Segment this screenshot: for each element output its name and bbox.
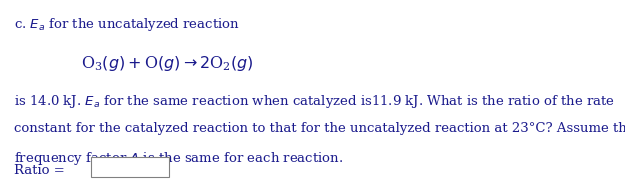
Text: Ratio =: Ratio = [14,164,64,177]
Text: c. $\mathit{E}_\mathit{a}$ for the uncatalyzed reaction: c. $\mathit{E}_\mathit{a}$ for the uncat… [14,16,239,33]
Text: constant for the catalyzed reaction to that for the uncatalyzed reaction at 23°C: constant for the catalyzed reaction to t… [14,122,625,135]
Text: frequency factor $\mathit{A}$ is the same for each reaction.: frequency factor $\mathit{A}$ is the sam… [14,150,343,167]
FancyBboxPatch shape [91,157,169,177]
Text: is 14.0 kJ. $\mathit{E}_\mathit{a}$ for the same reaction when catalyzed is11.9 : is 14.0 kJ. $\mathit{E}_\mathit{a}$ for … [14,93,615,110]
Text: $\mathregular{O_3}(\mathit{g}) + \mathregular{O}(\mathit{g}) \rightarrow 2\mathr: $\mathregular{O_3}(\mathit{g}) + \mathre… [81,54,254,73]
